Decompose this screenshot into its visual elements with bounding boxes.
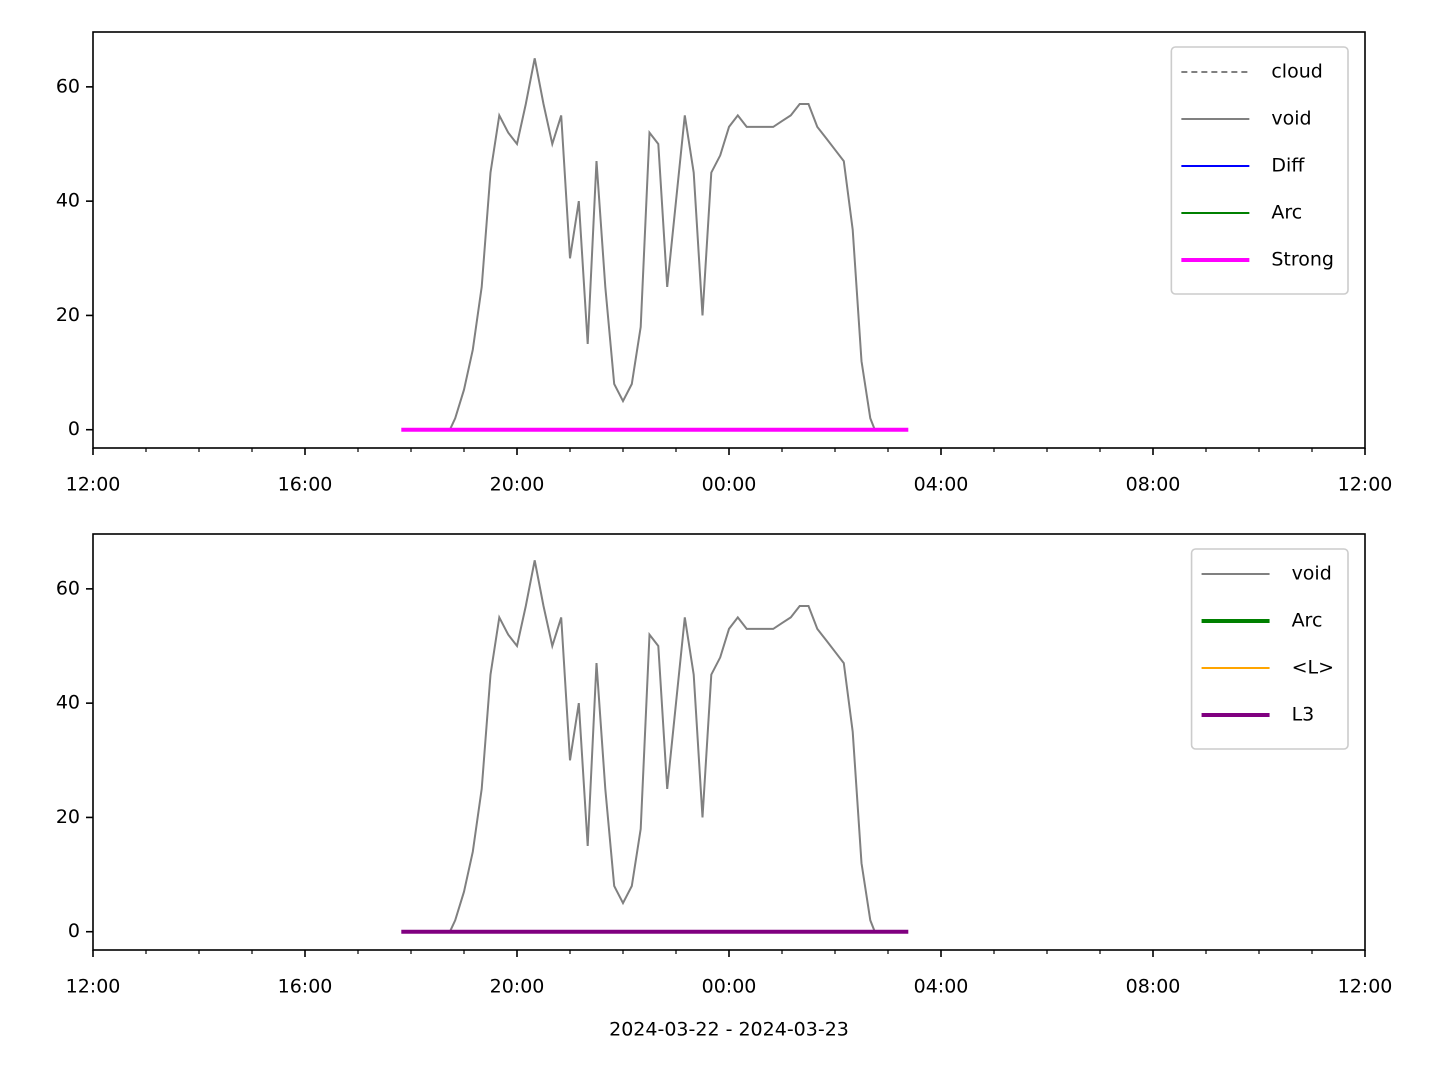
x-tick-label: 20:00 xyxy=(490,474,545,496)
x-tick-label: 04:00 xyxy=(914,474,969,496)
x-tick-label: 08:00 xyxy=(1126,474,1181,496)
y-tick-label: 40 xyxy=(56,190,80,212)
legend-label: cloud xyxy=(1271,61,1322,83)
legend-label: Arc xyxy=(1292,610,1323,632)
x-tick-label: 16:00 xyxy=(278,976,333,998)
legend-box xyxy=(1170,46,1349,295)
x-tick-label: 00:00 xyxy=(702,976,757,998)
y-tick-label: 20 xyxy=(56,806,80,828)
axes-frame xyxy=(92,533,1366,951)
series-line xyxy=(448,58,876,431)
legend-label: Strong xyxy=(1271,249,1334,271)
x-tick-label: 12:00 xyxy=(66,474,121,496)
y-tick-label: 60 xyxy=(56,75,80,97)
x-tick-label: 12:00 xyxy=(66,976,121,998)
axes: 0 20 40 60 12:00 16:00 20:00 00:00 04:00 08:00 12:… xyxy=(56,31,1393,496)
x-tick-label: 12:00 xyxy=(1338,976,1393,998)
x-tick-label: 16:00 xyxy=(278,474,333,496)
y-tick-label: 40 xyxy=(56,692,80,714)
x-tick-label: 00:00 xyxy=(702,474,757,496)
axes: 0 20 40 60 12:00 16:00 20:00 00:00 04:00 08:00 12:… xyxy=(56,533,1393,1041)
legend-box xyxy=(1190,548,1349,750)
legend-label: void xyxy=(1292,563,1332,585)
x-tick-label: 04:00 xyxy=(914,976,969,998)
legend-label: Diff xyxy=(1271,155,1305,177)
legend: cloud void Diff Arc Strong xyxy=(1170,46,1349,295)
y-tick-label: 60 xyxy=(56,577,80,599)
legend: void Arc <L> L3 xyxy=(1190,548,1349,750)
legend-label: void xyxy=(1271,108,1311,130)
legend-label: <L> xyxy=(1292,657,1334,679)
x-tick-label: 12:00 xyxy=(1338,474,1393,496)
y-tick-label: 0 xyxy=(68,418,80,440)
legend-label: Arc xyxy=(1271,202,1302,224)
x-axis-label: 2024-03-22 - 2024-03-23 xyxy=(609,1019,849,1041)
y-tick-label: 20 xyxy=(56,304,80,326)
series-line xyxy=(448,560,876,933)
y-tick-label: 0 xyxy=(68,920,80,942)
x-tick-label: 08:00 xyxy=(1126,976,1181,998)
legend-label: L3 xyxy=(1292,704,1315,726)
x-tick-label: 20:00 xyxy=(490,976,545,998)
